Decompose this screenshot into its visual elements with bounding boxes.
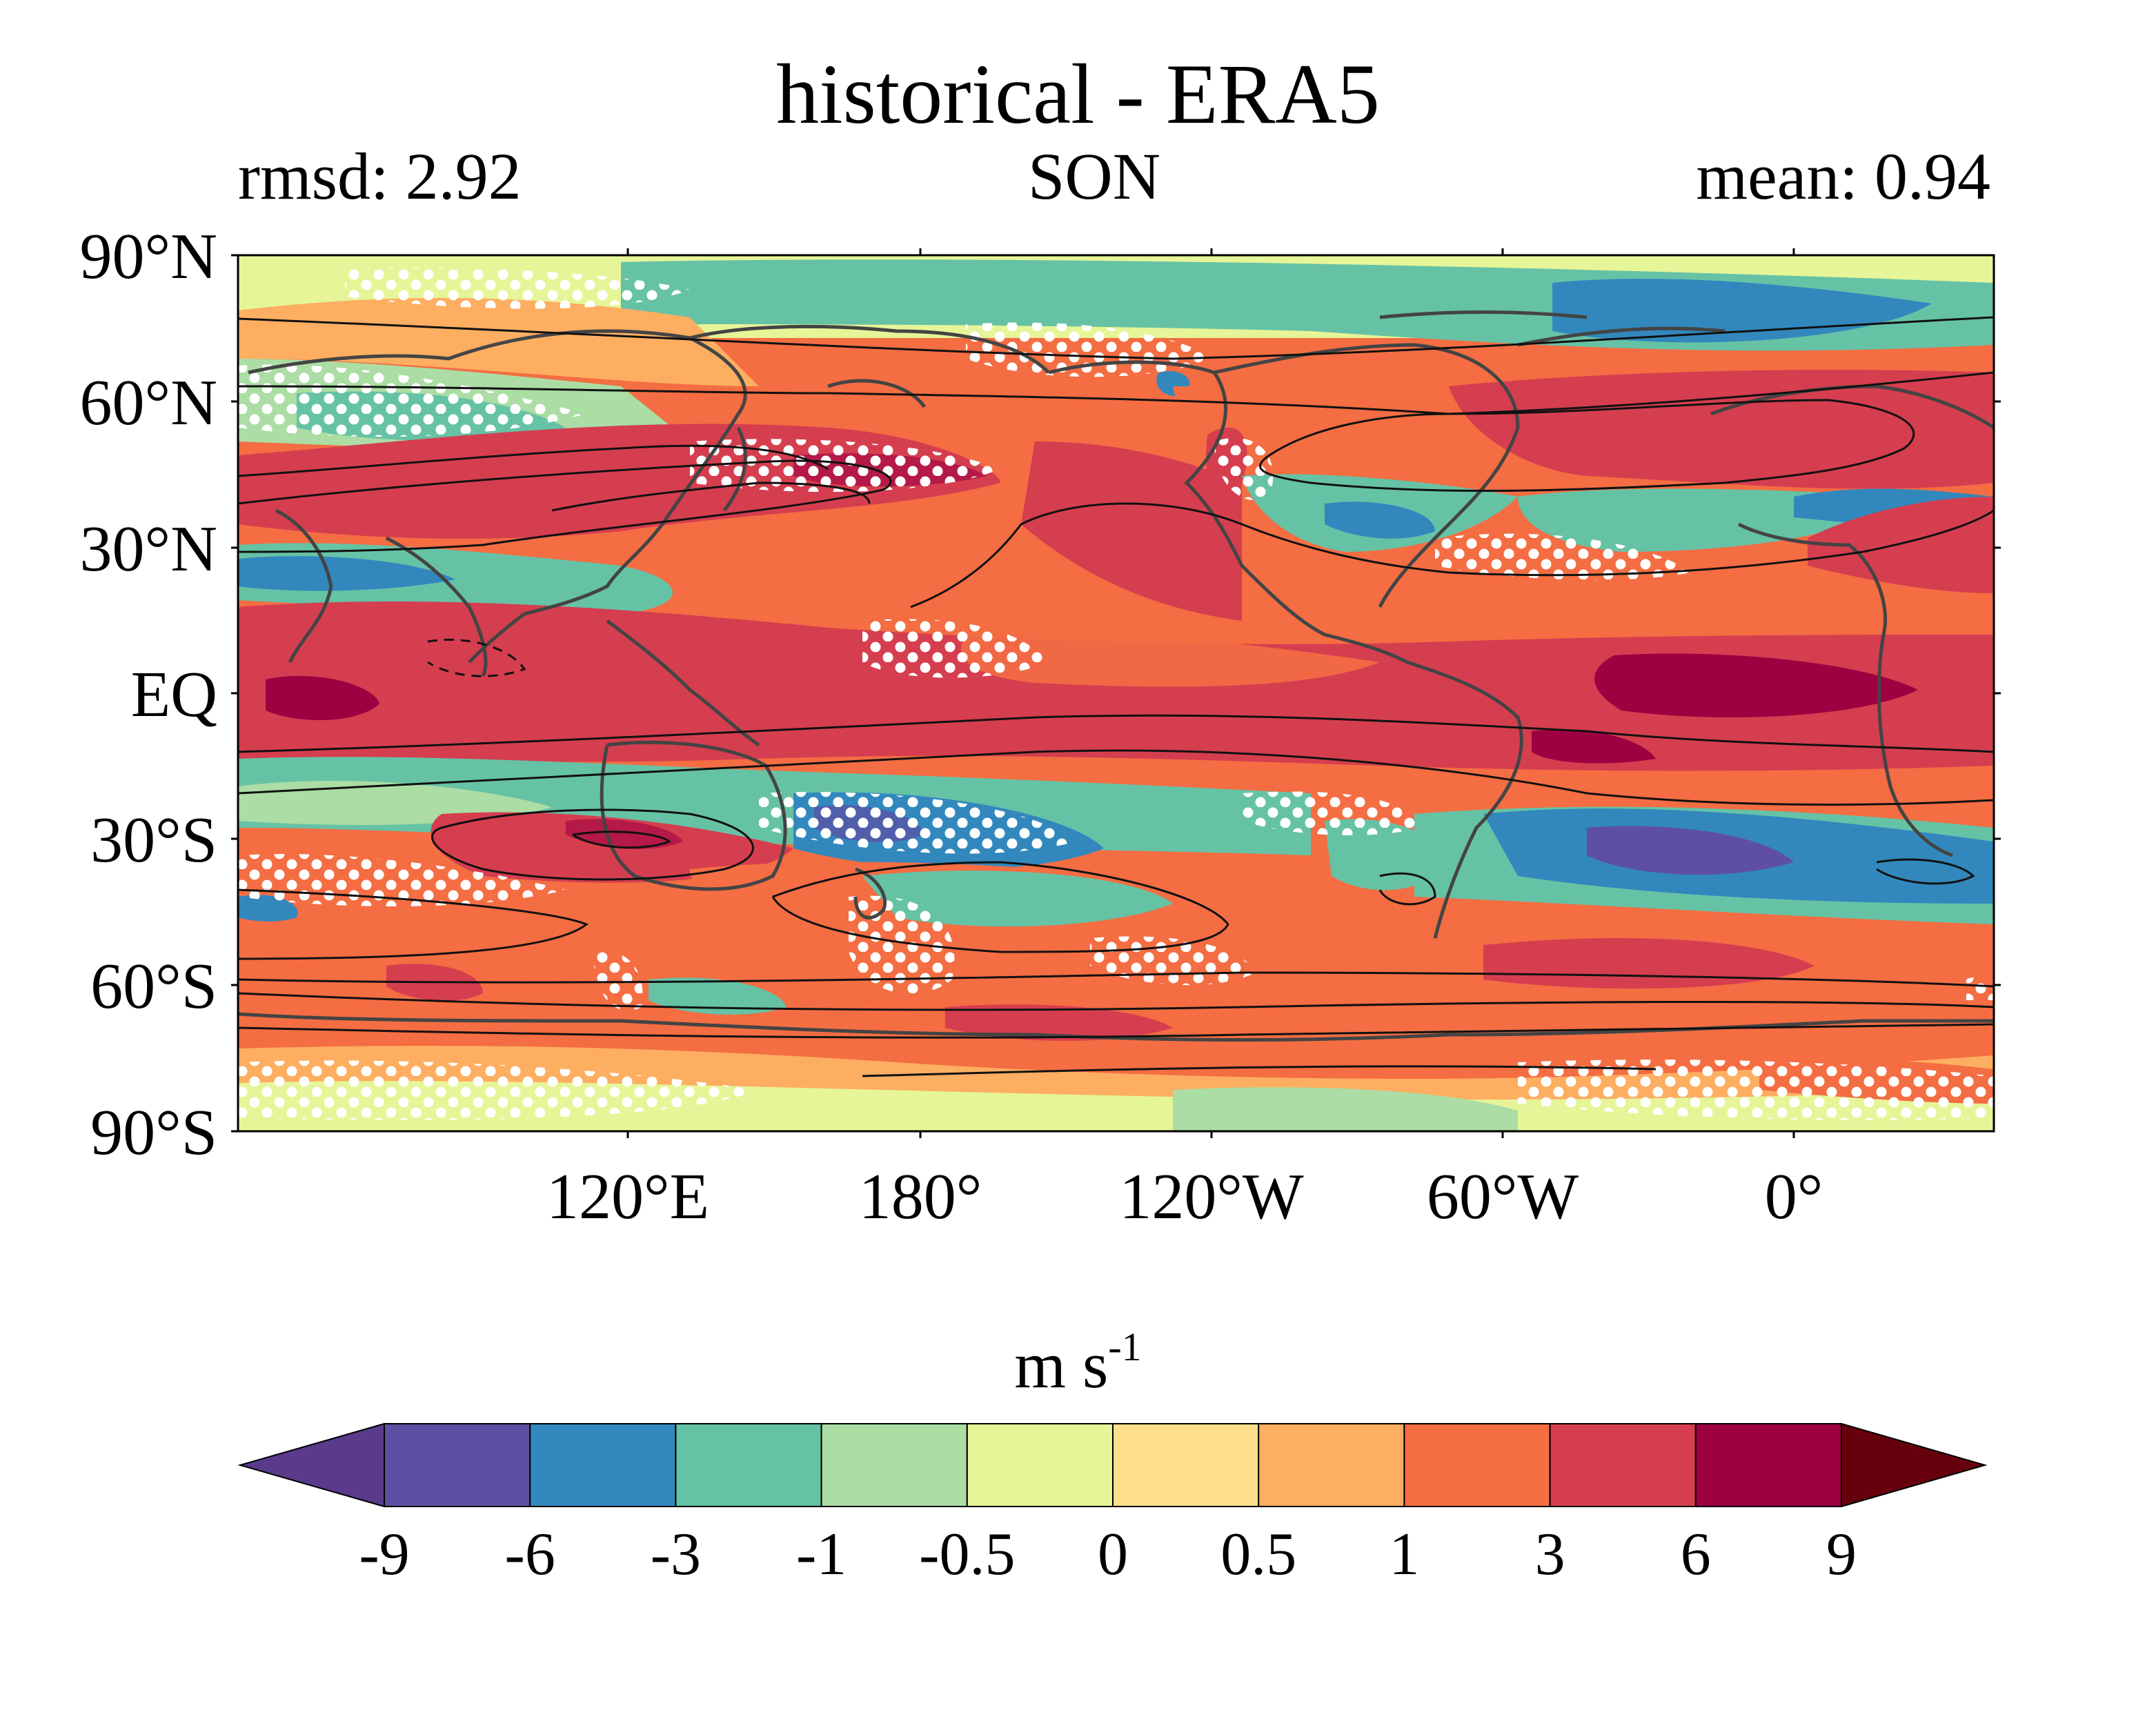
x-tick-label: 180° (858, 1161, 982, 1233)
map-field (238, 255, 1994, 1131)
colorbar-under-extension (237, 1422, 385, 1508)
colorbar-cell (1694, 1423, 1843, 1507)
colorbar-cell (1112, 1423, 1260, 1507)
colorbar-units: m s-1 (1014, 1324, 1142, 1402)
y-tick-label: 30°S (90, 804, 217, 876)
y-tick-label: 60°N (79, 367, 217, 439)
colorbar-cell (675, 1423, 822, 1507)
rmsd-label: rmsd: 2.92 (238, 139, 522, 213)
x-tick-label: 60°W (1426, 1161, 1579, 1233)
colorbar-tick-label: 6 (1680, 1521, 1711, 1588)
colorbar-over-extension (1841, 1422, 1988, 1508)
climatology-contours (238, 316, 1994, 1077)
colorbar-tick-label: -1 (795, 1521, 847, 1588)
mean-label: mean: 0.94 (1696, 139, 1990, 213)
colorbar-cell (529, 1423, 677, 1507)
significance-stippling (238, 268, 1994, 1120)
colorbar-cell (1258, 1423, 1405, 1507)
colorbar-cell (1403, 1423, 1551, 1507)
colorbar-cell (1549, 1423, 1697, 1507)
colorbar-tick-label: -0.5 (919, 1521, 1016, 1588)
coastlines (238, 310, 1994, 1042)
colorbar-tick-label: 9 (1826, 1521, 1857, 1588)
y-tick-label: 90°S (90, 1097, 217, 1169)
y-tick-label: EQ (130, 659, 217, 730)
y-tick-label: 30°N (79, 513, 217, 585)
colorbar-cell (820, 1423, 968, 1507)
y-tick-label: 90°N (79, 221, 217, 292)
colorbar-tick-label: 1 (1389, 1521, 1420, 1588)
plot-title: historical - ERA5 (776, 47, 1380, 141)
colorbar-tick-label: -6 (504, 1521, 555, 1588)
colorbar-tick-label: 3 (1534, 1521, 1565, 1588)
x-tick-label: 120°W (1119, 1161, 1304, 1233)
x-tick-label: 120°E (546, 1161, 710, 1233)
colorbar-tick-label: 0 (1098, 1521, 1128, 1588)
x-tick-label: 0° (1764, 1161, 1823, 1233)
colorbar-cell (384, 1423, 531, 1507)
colorbar-cell (966, 1423, 1114, 1507)
colorbar-tick-label: -9 (359, 1521, 410, 1588)
colorbar-tick-label: 0.5 (1220, 1521, 1297, 1588)
season-label: SON (1028, 139, 1161, 213)
colorbar-tick-label: -3 (650, 1521, 702, 1588)
y-tick-label: 60°S (90, 951, 217, 1022)
colorbar (237, 1422, 1988, 1508)
tick-marks (231, 248, 2001, 1138)
